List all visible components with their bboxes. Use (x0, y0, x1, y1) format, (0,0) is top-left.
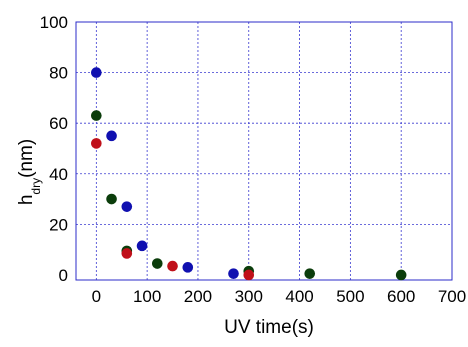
y-axis-title: hdry(nm) (16, 139, 43, 205)
data-point (91, 138, 102, 149)
y-tick-label: 20 (49, 215, 68, 234)
x-tick-label: 0 (92, 287, 101, 306)
data-point (167, 260, 178, 272)
data-point (243, 269, 255, 281)
grid-lines (76, 22, 452, 280)
data-point (106, 193, 117, 205)
data-point (395, 269, 407, 281)
x-tick-label: 500 (336, 287, 364, 306)
x-tick-label: 600 (387, 287, 415, 306)
y-axis-title-suffix: (nm) (16, 139, 37, 178)
data-point (106, 130, 117, 142)
data-point (91, 67, 102, 78)
x-tick-label: 100 (133, 287, 161, 306)
x-tick-label: 400 (285, 287, 313, 306)
plot-frame (75, 21, 453, 281)
tick-labels: 0 100 200 300 400 500 600 700 0 20 40 60 80 100 (40, 13, 467, 306)
x-axis-title: UV time(s) (224, 317, 314, 338)
data-point (121, 248, 133, 259)
x-tick-label: 200 (184, 287, 212, 306)
y-tick-label: 0 (59, 266, 68, 285)
y-axis-title-main: h (16, 195, 37, 206)
y-tick-label: 40 (49, 165, 68, 184)
data-point (228, 268, 239, 279)
x-tick-label: 700 (438, 287, 466, 306)
data-point (304, 268, 316, 279)
data-point (91, 110, 102, 121)
y-tick-label: 100 (40, 13, 68, 32)
data-points (91, 67, 407, 281)
y-tick-label: 80 (49, 64, 68, 83)
data-point (151, 258, 163, 269)
data-point (182, 262, 194, 273)
data-point (136, 240, 148, 252)
y-tick-label: 60 (49, 114, 68, 133)
y-axis-title-subscript: dry (29, 178, 43, 195)
data-point (121, 201, 133, 212)
x-tick-label: 300 (235, 287, 263, 306)
